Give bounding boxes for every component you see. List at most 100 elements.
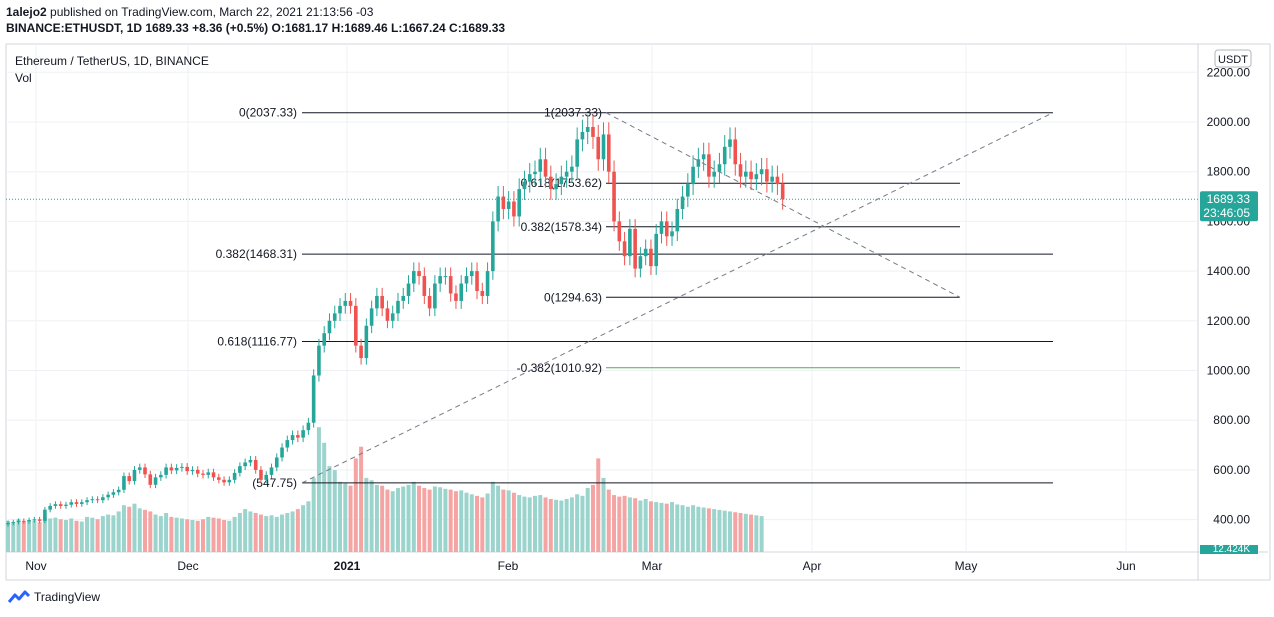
candle-body	[406, 283, 411, 296]
candle	[369, 300, 374, 334]
volume-bar	[417, 485, 422, 552]
candle	[206, 468, 211, 479]
volume-bar	[85, 516, 90, 552]
candle	[48, 503, 52, 513]
volume-bar	[385, 489, 390, 552]
fib-retracement-lines[interactable]: 0(2037.33) 0.382(1468.31) 0.618(1116.77) (5…	[216, 106, 1053, 490]
candle	[85, 497, 89, 506]
volume-bar	[543, 497, 548, 552]
candle-body	[364, 325, 369, 359]
candle-body	[738, 164, 743, 177]
candle	[396, 292, 400, 321]
grid	[5, 43, 1271, 581]
candle	[754, 163, 759, 191]
volume-tag	[1200, 545, 1258, 554]
time-tick-label: Apr	[803, 559, 822, 573]
volume-bar	[132, 503, 137, 552]
volume-bar	[106, 514, 111, 552]
volume-bar	[691, 505, 696, 552]
candle-body	[306, 422, 311, 431]
brand-name[interactable]: TradingView	[34, 590, 101, 604]
candle-body	[464, 276, 469, 284]
candle-body	[375, 295, 379, 309]
candle-body	[106, 494, 110, 498]
volume-bar	[248, 511, 253, 552]
close-value: 1689.33	[461, 21, 506, 35]
candle-body	[469, 271, 474, 277]
volume-bar	[27, 520, 32, 552]
candle	[127, 472, 132, 485]
candle-body	[664, 221, 669, 237]
volume-bar	[459, 490, 464, 552]
volume-bar	[380, 485, 385, 552]
candle-body	[733, 139, 738, 165]
volume-bar	[21, 521, 26, 552]
volume-bar	[448, 489, 453, 552]
candle-body	[496, 196, 500, 222]
candle	[448, 267, 453, 302]
candle	[354, 298, 358, 353]
author-name[interactable]: 1alejo2	[6, 5, 47, 19]
candle	[285, 435, 290, 452]
currency-button-label[interactable]: USDT	[1218, 54, 1248, 66]
fib-level-label: 0(2037.33)	[239, 106, 297, 120]
candle-body	[454, 293, 458, 301]
candle	[32, 516, 37, 523]
candle-body	[248, 459, 253, 463]
candle	[169, 463, 174, 475]
volume-bar	[533, 495, 537, 552]
candle	[222, 476, 226, 486]
volume-bar	[564, 498, 569, 552]
candle	[269, 463, 274, 479]
candle	[274, 453, 279, 472]
time-axis[interactable]: Nov Dec 2021 Feb Mar Apr May Jun	[25, 559, 1135, 573]
volume-bar	[100, 516, 105, 552]
candle	[116, 486, 121, 496]
candle	[111, 489, 116, 498]
candle-body	[137, 467, 142, 470]
candle	[728, 127, 732, 159]
volume-bar	[538, 495, 543, 552]
candle-body	[443, 276, 448, 278]
candle	[696, 147, 701, 179]
time-tick-label: May	[955, 559, 978, 573]
volume-bar	[680, 505, 685, 552]
candle	[417, 262, 421, 285]
volume-bar	[527, 497, 532, 552]
candle	[765, 157, 769, 193]
chart-title: Ethereum / TetherUS, 1D, BINANCE	[15, 54, 209, 68]
volume-bar	[169, 516, 174, 552]
candle	[744, 160, 748, 188]
candle	[633, 219, 637, 278]
candle-body	[159, 474, 163, 478]
volume-bar	[427, 489, 432, 552]
candle	[411, 262, 416, 292]
candle-body	[132, 469, 137, 482]
candle-body	[633, 228, 637, 269]
volume-bar	[285, 513, 290, 552]
volume-bar	[374, 484, 379, 552]
close-label: C:	[449, 21, 462, 35]
footer: TradingView	[8, 590, 100, 604]
candle-body	[596, 136, 601, 160]
currency-button	[1214, 49, 1252, 68]
candle-body	[296, 435, 300, 438]
candle-body	[380, 295, 384, 309]
volume-bar	[195, 520, 200, 552]
volume-bar	[469, 494, 474, 552]
volume-bar	[554, 499, 559, 552]
volume-bar	[63, 520, 68, 552]
candle	[628, 219, 632, 266]
candle-body	[491, 221, 495, 272]
candle-body	[427, 295, 432, 309]
candle-body	[591, 126, 595, 137]
volume-bar	[664, 503, 669, 552]
candle	[554, 173, 558, 200]
volume-bar	[685, 506, 690, 552]
trend-lines[interactable]	[301, 112, 1054, 484]
price-axis[interactable]: 2200.002000.001800.001600.001400.001200.…	[1207, 65, 1251, 526]
candle-body	[385, 308, 390, 321]
candle	[580, 119, 585, 152]
candle	[749, 160, 753, 191]
